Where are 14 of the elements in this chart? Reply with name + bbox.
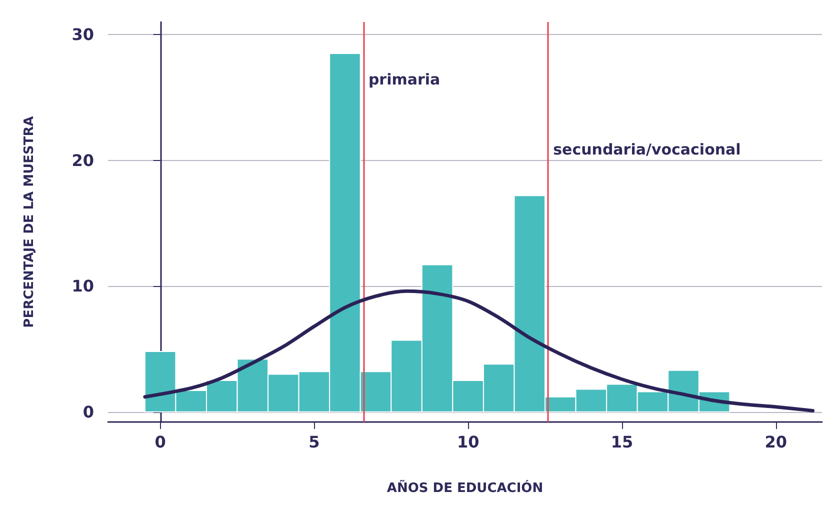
x-tick-label: 10 [456, 432, 480, 452]
x-tick-label: 0 [154, 432, 166, 452]
line-series [143, 289, 815, 412]
x-tick-label: 15 [610, 432, 634, 452]
y-tick-label: 20 [72, 150, 94, 170]
y-tick-label: 0 [82, 402, 94, 422]
x-tick-label: 5 [308, 432, 320, 452]
ref-line-label: secundaria/vocacional [553, 140, 741, 158]
x-axis-title: AÑOS DE EDUCACIÓN [386, 479, 544, 496]
y-tick-label: 30 [72, 25, 94, 44]
y-tick-label: 10 [72, 276, 94, 296]
ref-line-label: primaria [368, 70, 440, 88]
y-axis-title: PERCENTAJE DE LA MUESTRA [22, 116, 37, 328]
x-tick-label: 20 [764, 432, 787, 452]
